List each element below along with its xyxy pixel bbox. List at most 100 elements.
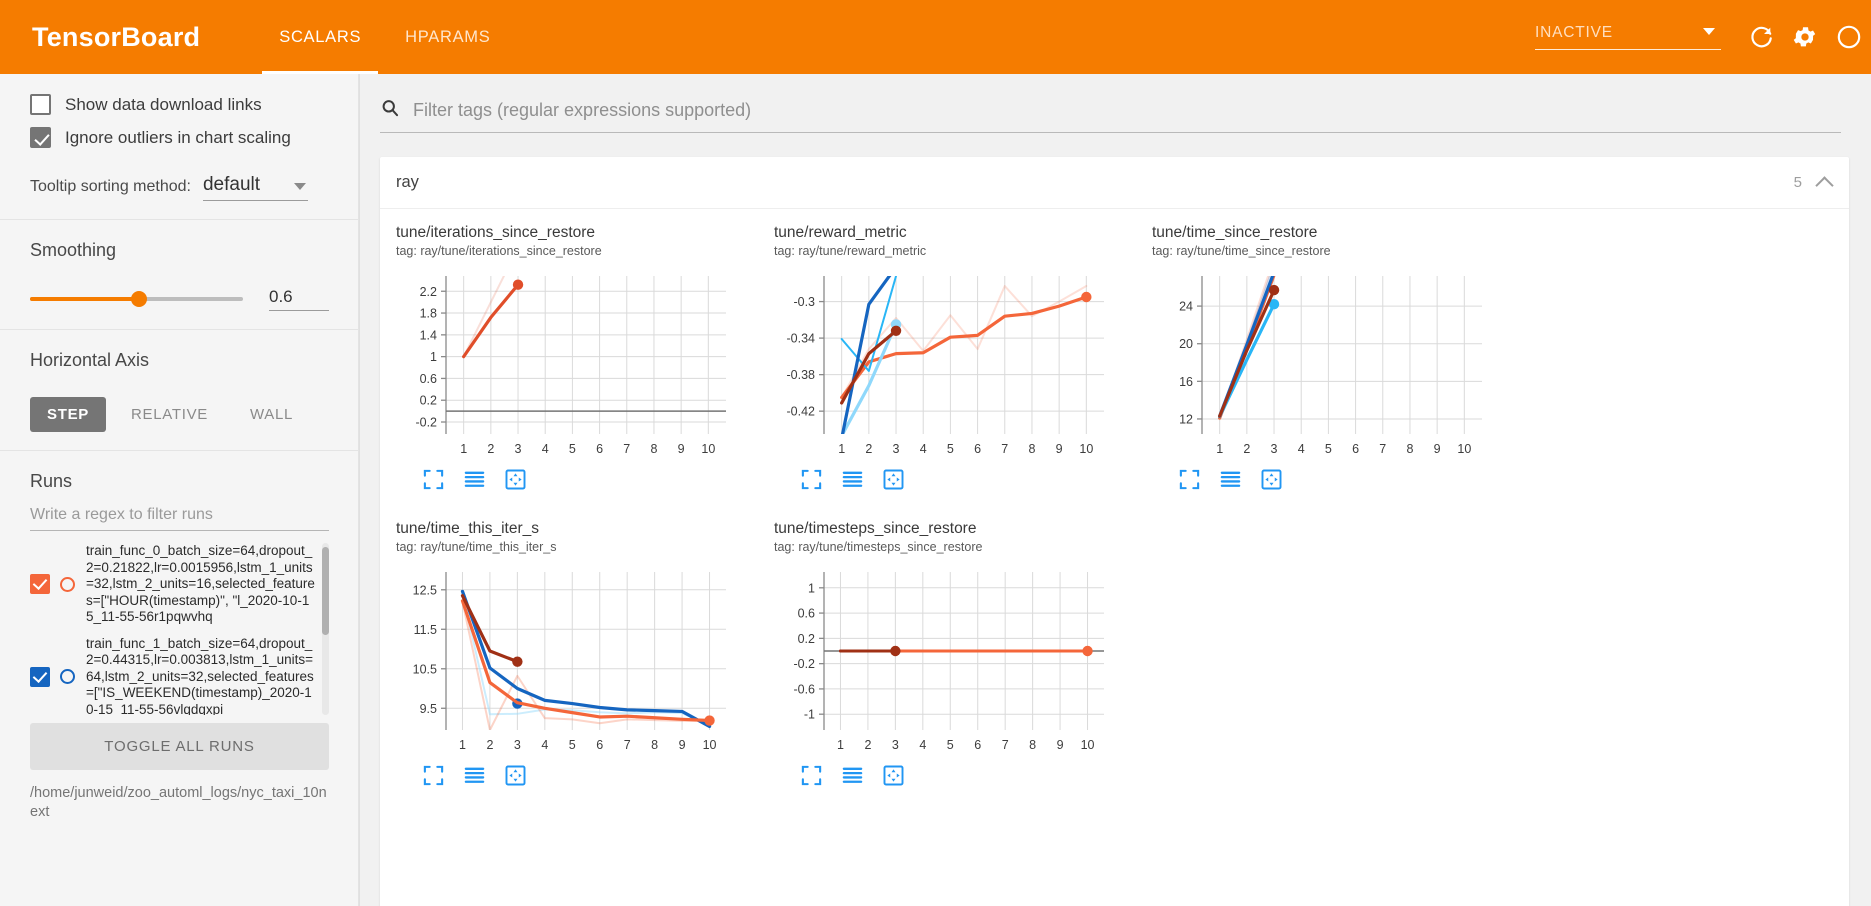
runs-scrollbar[interactable]	[322, 543, 329, 715]
chart-endpoint-marker	[890, 645, 901, 657]
smoothing-slider[interactable]	[30, 291, 243, 307]
chart-plot-area[interactable]: -1 -0.6 -0.2 0.2 0.6 1 1 2 3 4 5 6 7 8 9 10	[774, 562, 1136, 760]
chart-line-series	[462, 276, 506, 358]
reset-axes-icon[interactable]	[882, 468, 905, 491]
smoothing-section: Smoothing 0.6	[0, 220, 359, 330]
runs-filter-input[interactable]: Write a regex to filter runs	[30, 506, 329, 531]
chart-line-series	[1218, 288, 1276, 418]
settings-gear-icon[interactable]	[1783, 15, 1827, 59]
tag-filter-input[interactable]: Filter tags (regular expressions support…	[380, 98, 1841, 133]
lines-icon[interactable]	[841, 764, 864, 787]
x-axis-tick-label: 4	[541, 738, 548, 752]
axis-option-relative[interactable]: RELATIVE	[130, 406, 208, 423]
x-axis-tick-label: 7	[1002, 738, 1009, 752]
y-axis-tick-label: 0.6	[420, 372, 437, 386]
tab-scalars[interactable]: SCALARS	[262, 0, 379, 74]
x-axis-tick-label: 9	[679, 738, 686, 752]
axis-option-step[interactable]: STEP	[30, 397, 106, 432]
chart-plot-area[interactable]: -0.42 -0.38 -0.34 -0.3 1 2 3 4 5 6 7 8 9 10	[774, 266, 1136, 464]
expand-icon[interactable]	[800, 468, 823, 491]
axis-option-wall[interactable]: WALL	[250, 406, 294, 423]
reset-axes-icon[interactable]	[504, 468, 527, 491]
run-list-item[interactable]: train_func_1_batch_size=64,dropout_2=0.4…	[30, 636, 315, 715]
x-axis-tick-label: 1	[837, 738, 844, 752]
top-bar-actions: INACTIVE	[1535, 0, 1861, 74]
chart-title: tune/timesteps_since_restore	[774, 520, 977, 537]
app-brand: TensorBoard	[32, 21, 201, 52]
slider-knob[interactable]	[130, 291, 147, 307]
smoothing-value-input[interactable]: 0.6	[269, 287, 329, 311]
tooltip-sorting-dropdown[interactable]: default	[202, 174, 308, 201]
chart-line-series	[460, 594, 519, 664]
lines-icon[interactable]	[463, 764, 486, 787]
tag-group-header[interactable]: ray 5	[380, 157, 1849, 209]
expand-icon[interactable]	[422, 764, 445, 787]
run-checkbox[interactable]	[30, 574, 50, 595]
x-axis-tick-label: 4	[919, 738, 926, 752]
x-axis-tick-label: 5	[947, 442, 954, 456]
x-axis-tick-label: 8	[651, 738, 658, 752]
chart-toolbar	[396, 764, 758, 787]
toggle-all-runs-button[interactable]: TOGGLE ALL RUNS	[30, 723, 329, 770]
checkbox-box	[30, 94, 51, 115]
chart-endpoint-marker	[1268, 284, 1280, 296]
reset-axes-icon[interactable]	[882, 764, 905, 787]
run-checkbox[interactable]	[30, 666, 50, 687]
x-axis-tick-label: 5	[947, 738, 954, 752]
chart-title: tune/time_since_restore	[1152, 224, 1318, 241]
chart-plot-area[interactable]: 9.5 10.5 11.5 12.5 1 2 3 4 5 6 7 8 9 10	[396, 562, 758, 760]
run-list-item[interactable]: train_func_0_batch_size=64,dropout_2=0.2…	[30, 543, 315, 626]
expand-icon[interactable]	[800, 764, 823, 787]
x-axis-tick-label: 9	[1056, 442, 1063, 456]
lines-icon[interactable]	[841, 468, 864, 491]
chart-line-series	[840, 322, 898, 434]
x-axis-tick-label: 3	[514, 738, 521, 752]
refresh-icon[interactable]	[1739, 15, 1783, 59]
checkbox-box	[30, 127, 51, 148]
chart-endpoint-marker	[704, 715, 715, 726]
checkbox-show-data-download-links[interactable]: Show data download links	[30, 94, 329, 115]
chart-title: tune/reward_metric	[774, 224, 907, 241]
chart-line-series	[840, 329, 898, 405]
reload-status-dropdown[interactable]: INACTIVE	[1535, 24, 1721, 50]
x-axis-tick-label: 2	[865, 442, 872, 456]
lines-icon[interactable]	[463, 468, 486, 491]
tag-filter-placeholder: Filter tags (regular expressions support…	[413, 100, 752, 120]
expand-icon[interactable]	[422, 468, 445, 491]
help-circle-icon[interactable]	[1827, 15, 1871, 59]
x-axis-tick-label: 5	[1325, 442, 1332, 456]
chart-line-series	[460, 589, 712, 729]
chart-tag-subtitle: tag: ray/tune/iterations_since_restore	[396, 244, 602, 258]
checkbox-label: Show data download links	[65, 94, 262, 114]
reset-axes-icon[interactable]	[504, 764, 527, 787]
lines-icon[interactable]	[1219, 468, 1242, 491]
chart-plot-area[interactable]: 12 16 20 24 1 2 3 4 5 6 7 8 9 10	[1152, 266, 1514, 464]
scrollbar-thumb[interactable]	[322, 547, 329, 635]
y-axis-tick-label: -0.38	[787, 368, 816, 382]
run-color-swatch[interactable]	[60, 576, 75, 592]
reset-axes-icon[interactable]	[1260, 468, 1283, 491]
run-controls	[30, 574, 86, 595]
chart-line-series	[462, 283, 520, 359]
chart-plot-area[interactable]: -0.2 0.2 0.6 1 1.4 1.8 2.2 1 2 3 4 5 6 7 8 9 10	[396, 266, 758, 464]
y-axis-tick-label: -0.6	[793, 682, 815, 696]
chart-toolbar	[774, 468, 1136, 491]
y-axis-tick-label: 12.5	[413, 583, 437, 597]
chart-line-series	[840, 276, 898, 372]
run-color-swatch[interactable]	[60, 669, 75, 685]
chart-line-series	[840, 285, 1088, 399]
y-axis-tick-label: 2.2	[420, 285, 437, 299]
tooltip-sorting-row: Tooltip sorting method: default	[30, 174, 329, 201]
chart-card: tune/time_since_restore tag: ray/tune/tim…	[1152, 223, 1514, 509]
y-axis-tick-label: 1	[808, 581, 815, 595]
y-axis-tick-label: 16	[1179, 375, 1193, 389]
expand-icon[interactable]	[1178, 468, 1201, 491]
chart-endpoint-marker	[890, 325, 902, 336]
run-label: train_func_0_batch_size=64,dropout_2=0.2…	[86, 543, 315, 624]
chart-endpoint-marker	[1268, 299, 1280, 310]
chevron-up-icon[interactable]	[1815, 175, 1834, 195]
chart-tag-subtitle: tag: ray/tune/reward_metric	[774, 244, 927, 258]
x-axis-tick-label: 4	[920, 442, 927, 456]
tab-hparams[interactable]: HPARAMS	[405, 27, 491, 46]
checkbox-ignore-outliers[interactable]: Ignore outliers in chart scaling	[30, 127, 329, 148]
